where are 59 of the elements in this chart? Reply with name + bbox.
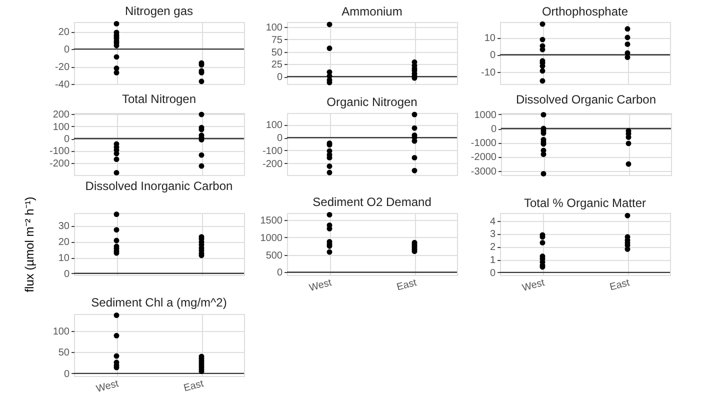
y-tick-label: 0	[490, 50, 496, 62]
y-tick-label: 100	[266, 22, 283, 34]
y-tick-label: -1000	[470, 138, 497, 150]
x-tick-label: East	[182, 378, 206, 394]
x-tick-label: West	[521, 277, 546, 294]
y-tick-label: 25	[271, 60, 283, 71]
y-tick-label: -10	[481, 67, 496, 78]
chart-title: Dissolved Organic Carbon	[516, 92, 656, 106]
y-tick-label: -100	[49, 146, 70, 158]
chart-title: Sediment Chl a (mg/m^2)	[91, 296, 227, 310]
y-tick-label: 100	[52, 122, 70, 133]
chart-title: Ammonium	[342, 4, 402, 19]
chart-title: Orthophosphate	[542, 4, 628, 18]
y-tick-label: 20	[58, 237, 70, 248]
y-tick-label: -3000	[470, 166, 497, 178]
y-tick-label: 30	[58, 221, 70, 232]
chart-title: Dissolved Inorganic Carbon	[85, 179, 233, 194]
y-tick-label: -20	[55, 62, 70, 74]
y-tick-label: 20	[58, 27, 70, 38]
y-tick-label: 0	[490, 124, 497, 135]
y-tick-label: 1000	[260, 232, 283, 244]
y-tick-label: 0	[276, 72, 283, 84]
y-tick-label: 0	[276, 133, 283, 144]
chart-title: Sediment O2 Demand	[312, 195, 432, 210]
y-tick-label: 0	[276, 268, 283, 279]
chart-title: Total % Organic Matter	[524, 196, 646, 210]
y-tick-label: 0	[64, 134, 70, 146]
y-tick-label: 10	[58, 253, 70, 264]
y-tick-label: 1500	[260, 215, 283, 226]
y-tick-label: 1000	[474, 110, 497, 121]
x-tick-label: East	[396, 277, 418, 294]
y-tick-label: 1	[490, 255, 496, 266]
x-tick-label: West	[95, 378, 120, 395]
y-axis-title: flux (µmol m⁻² h⁻¹)	[22, 196, 36, 292]
y-tick-label: 0	[490, 268, 496, 279]
y-tick-label: -2000	[470, 152, 497, 164]
y-tick-label: -200	[49, 158, 70, 170]
y-tick-label: -200	[262, 158, 283, 170]
x-tick-label: East	[608, 277, 632, 294]
y-tick-label: 2	[490, 242, 496, 254]
x-tick-label: West	[308, 277, 334, 294]
y-tick-label: 100	[52, 326, 70, 338]
chart-title: Organic Nitrogen	[326, 94, 418, 109]
y-tick-label: 500	[266, 250, 283, 262]
y-tick-label: 4	[490, 216, 496, 228]
y-tick-label: 50	[271, 47, 283, 58]
y-tick-label: 3	[490, 229, 496, 240]
y-tick-label: -40	[55, 80, 70, 90]
y-tick-label: 100	[266, 120, 283, 132]
y-tick-label: 50	[58, 348, 70, 359]
y-tick-label: 0	[64, 44, 70, 56]
y-tick-label: -100	[262, 146, 283, 157]
y-tick-label: 0	[64, 268, 70, 280]
y-tick-label: 10	[484, 33, 496, 44]
y-tick-label: 0	[64, 368, 70, 380]
y-tick-label: 75	[271, 34, 283, 46]
y-tick-label: 200	[52, 110, 70, 121]
chart-title: Total Nitrogen	[122, 92, 196, 106]
chart-title: Nitrogen gas	[124, 4, 194, 18]
